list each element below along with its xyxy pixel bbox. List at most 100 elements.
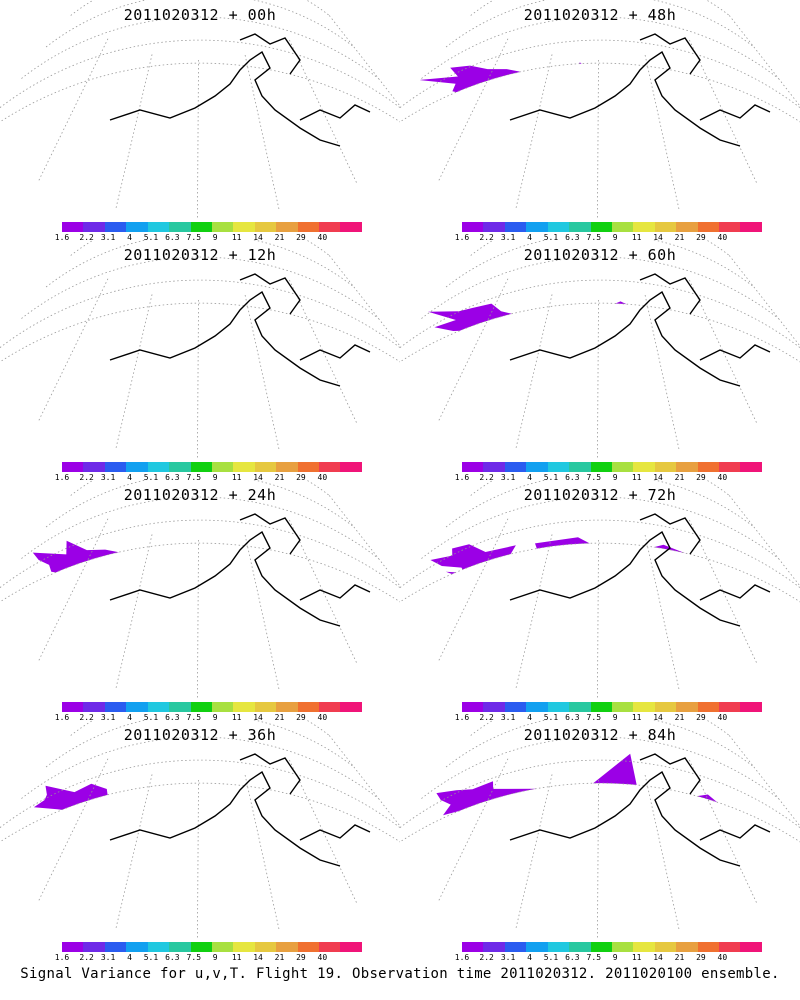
- graticule-meridian: [197, 539, 199, 700]
- colorbar-swatch: [211, 462, 234, 472]
- colorbar-swatch: [611, 942, 634, 952]
- colorbar-tick-label: 3.1: [100, 233, 116, 242]
- colorbar-swatch: [297, 942, 320, 952]
- graticule-meridian: [437, 758, 509, 903]
- colorbar-tick-label: 3.1: [500, 473, 516, 482]
- colorbar-swatch: [483, 702, 505, 712]
- colorbar-tick-label: 21: [674, 233, 685, 242]
- graticule-meridian: [289, 759, 358, 905]
- colorbar-swatch: [504, 942, 527, 952]
- colorbar-tick-label: 21: [274, 713, 285, 722]
- colorbar-tick-label: 14: [653, 953, 663, 962]
- colorbar-tick-label: 5.1: [143, 953, 159, 962]
- colorbar-tick-label: 6.3: [165, 713, 180, 722]
- graticule-arc: [21, 256, 379, 319]
- colorbar-swatch: [319, 222, 341, 232]
- graticule-meridian: [728, 15, 800, 107]
- colorbar-swatch: [462, 462, 484, 472]
- variance-region: [167, 806, 242, 853]
- colorbar-tick-label: 1.6: [54, 233, 70, 242]
- variance-map: [400, 720, 800, 940]
- colorbar-tick-label: 40: [317, 953, 328, 962]
- variance-region: [197, 382, 233, 454]
- colorbar-swatch: [633, 702, 655, 712]
- variance-field: [436, 753, 759, 862]
- graticule-arc: [421, 16, 779, 79]
- graticule-meridian: [728, 255, 800, 347]
- colorbar-tick-label: 3.1: [500, 713, 516, 722]
- colorbar-swatch: [740, 702, 762, 712]
- variance-region: [522, 550, 706, 622]
- graticule-arc: [0, 302, 400, 363]
- graticule-meridian: [244, 295, 280, 452]
- panel-title: 2011020312 + 24h: [123, 486, 277, 504]
- colorbar-swatch: [297, 702, 320, 712]
- colorbar-swatch: [719, 222, 741, 232]
- colorbar-tick-label: 2.2: [79, 233, 94, 242]
- colorbar-tick-label: 3.1: [500, 953, 516, 962]
- colorbar-swatch: [340, 942, 362, 952]
- coastline: [509, 753, 771, 867]
- colorbar-labels: 1.6 2.2 3.1 4 5.1 6.3 7.5 9 11 14 21 29 40: [55, 473, 362, 483]
- graticule-meridian: [244, 535, 280, 692]
- colorbar-swatch: [276, 222, 298, 232]
- colorbar-swatch: [569, 942, 591, 952]
- colorbar-swatch: [126, 942, 148, 952]
- variance-region: [152, 806, 265, 862]
- colorbar-tick-label: 2.2: [79, 713, 94, 722]
- graticule-meridian: [328, 495, 400, 587]
- colorbar-tick-label: 3.1: [100, 953, 116, 962]
- variance-map: [400, 480, 800, 700]
- graticule-arc: [0, 279, 400, 349]
- colorbar-swatch: [633, 222, 655, 232]
- variance-region: [573, 589, 610, 612]
- graticule-arc: [445, 240, 755, 288]
- colorbar-swatch: [719, 702, 741, 712]
- colorbar-tick-label: 40: [317, 473, 328, 482]
- variance-field: [430, 537, 760, 622]
- colorbar-tick-label: 9: [212, 713, 218, 722]
- variance-region: [538, 326, 657, 379]
- colorbar-tick-label: 7.5: [186, 713, 202, 722]
- colorbar-tick-label: 29: [296, 713, 306, 722]
- colorbar-swatch: [104, 702, 127, 712]
- variance-region: [179, 816, 229, 842]
- colorbar-tick-label: 11: [631, 713, 642, 722]
- colorbar-tick-label: 29: [296, 233, 306, 242]
- graticule-arc: [470, 0, 730, 16]
- colorbar-tick-label: 4: [527, 473, 532, 482]
- colorbar-swatch: [297, 222, 320, 232]
- colorbar-tick-label: 4: [527, 953, 532, 962]
- colorbar-tick-label: 11: [231, 713, 242, 722]
- coastline: [509, 273, 771, 387]
- variance-region: [436, 781, 530, 818]
- graticule-meridian: [115, 54, 153, 211]
- graticule-arc: [470, 720, 730, 736]
- colorbar-swatch: [126, 702, 148, 712]
- graticule-meridian: [597, 59, 599, 220]
- graticule-arc: [445, 480, 755, 528]
- variance-field: [32, 540, 286, 622]
- colorbar-tick-label: 11: [631, 953, 642, 962]
- variance-region: [430, 544, 527, 579]
- colorbar-swatch: [62, 462, 84, 472]
- graticule-meridian: [728, 495, 800, 587]
- colorbar-swatch: [211, 222, 234, 232]
- graticule-arc: [45, 480, 355, 528]
- colorbar-tick-label: 2.2: [79, 473, 94, 482]
- colorbar-swatch: [740, 462, 762, 472]
- graticule-arc: [70, 0, 330, 16]
- graticule-meridian: [197, 299, 199, 460]
- graticule-meridian: [689, 279, 758, 425]
- colorbar-tick-label: 3.1: [100, 713, 116, 722]
- panel-title: 2011020312 + 12h: [123, 246, 277, 264]
- colorbar-tick-label: 6.3: [565, 233, 580, 242]
- colorbar-tick-label: 3.1: [100, 473, 116, 482]
- colorbar-tick-label: 1.6: [454, 473, 470, 482]
- colorbar-swatch: [569, 702, 591, 712]
- coastline: [109, 513, 371, 627]
- colorbar-tick-label: 21: [674, 953, 685, 962]
- colorbar-tick-label: 9: [612, 953, 618, 962]
- colorbar-tick-label: 7.5: [586, 233, 602, 242]
- colorbar-swatch: [83, 942, 105, 952]
